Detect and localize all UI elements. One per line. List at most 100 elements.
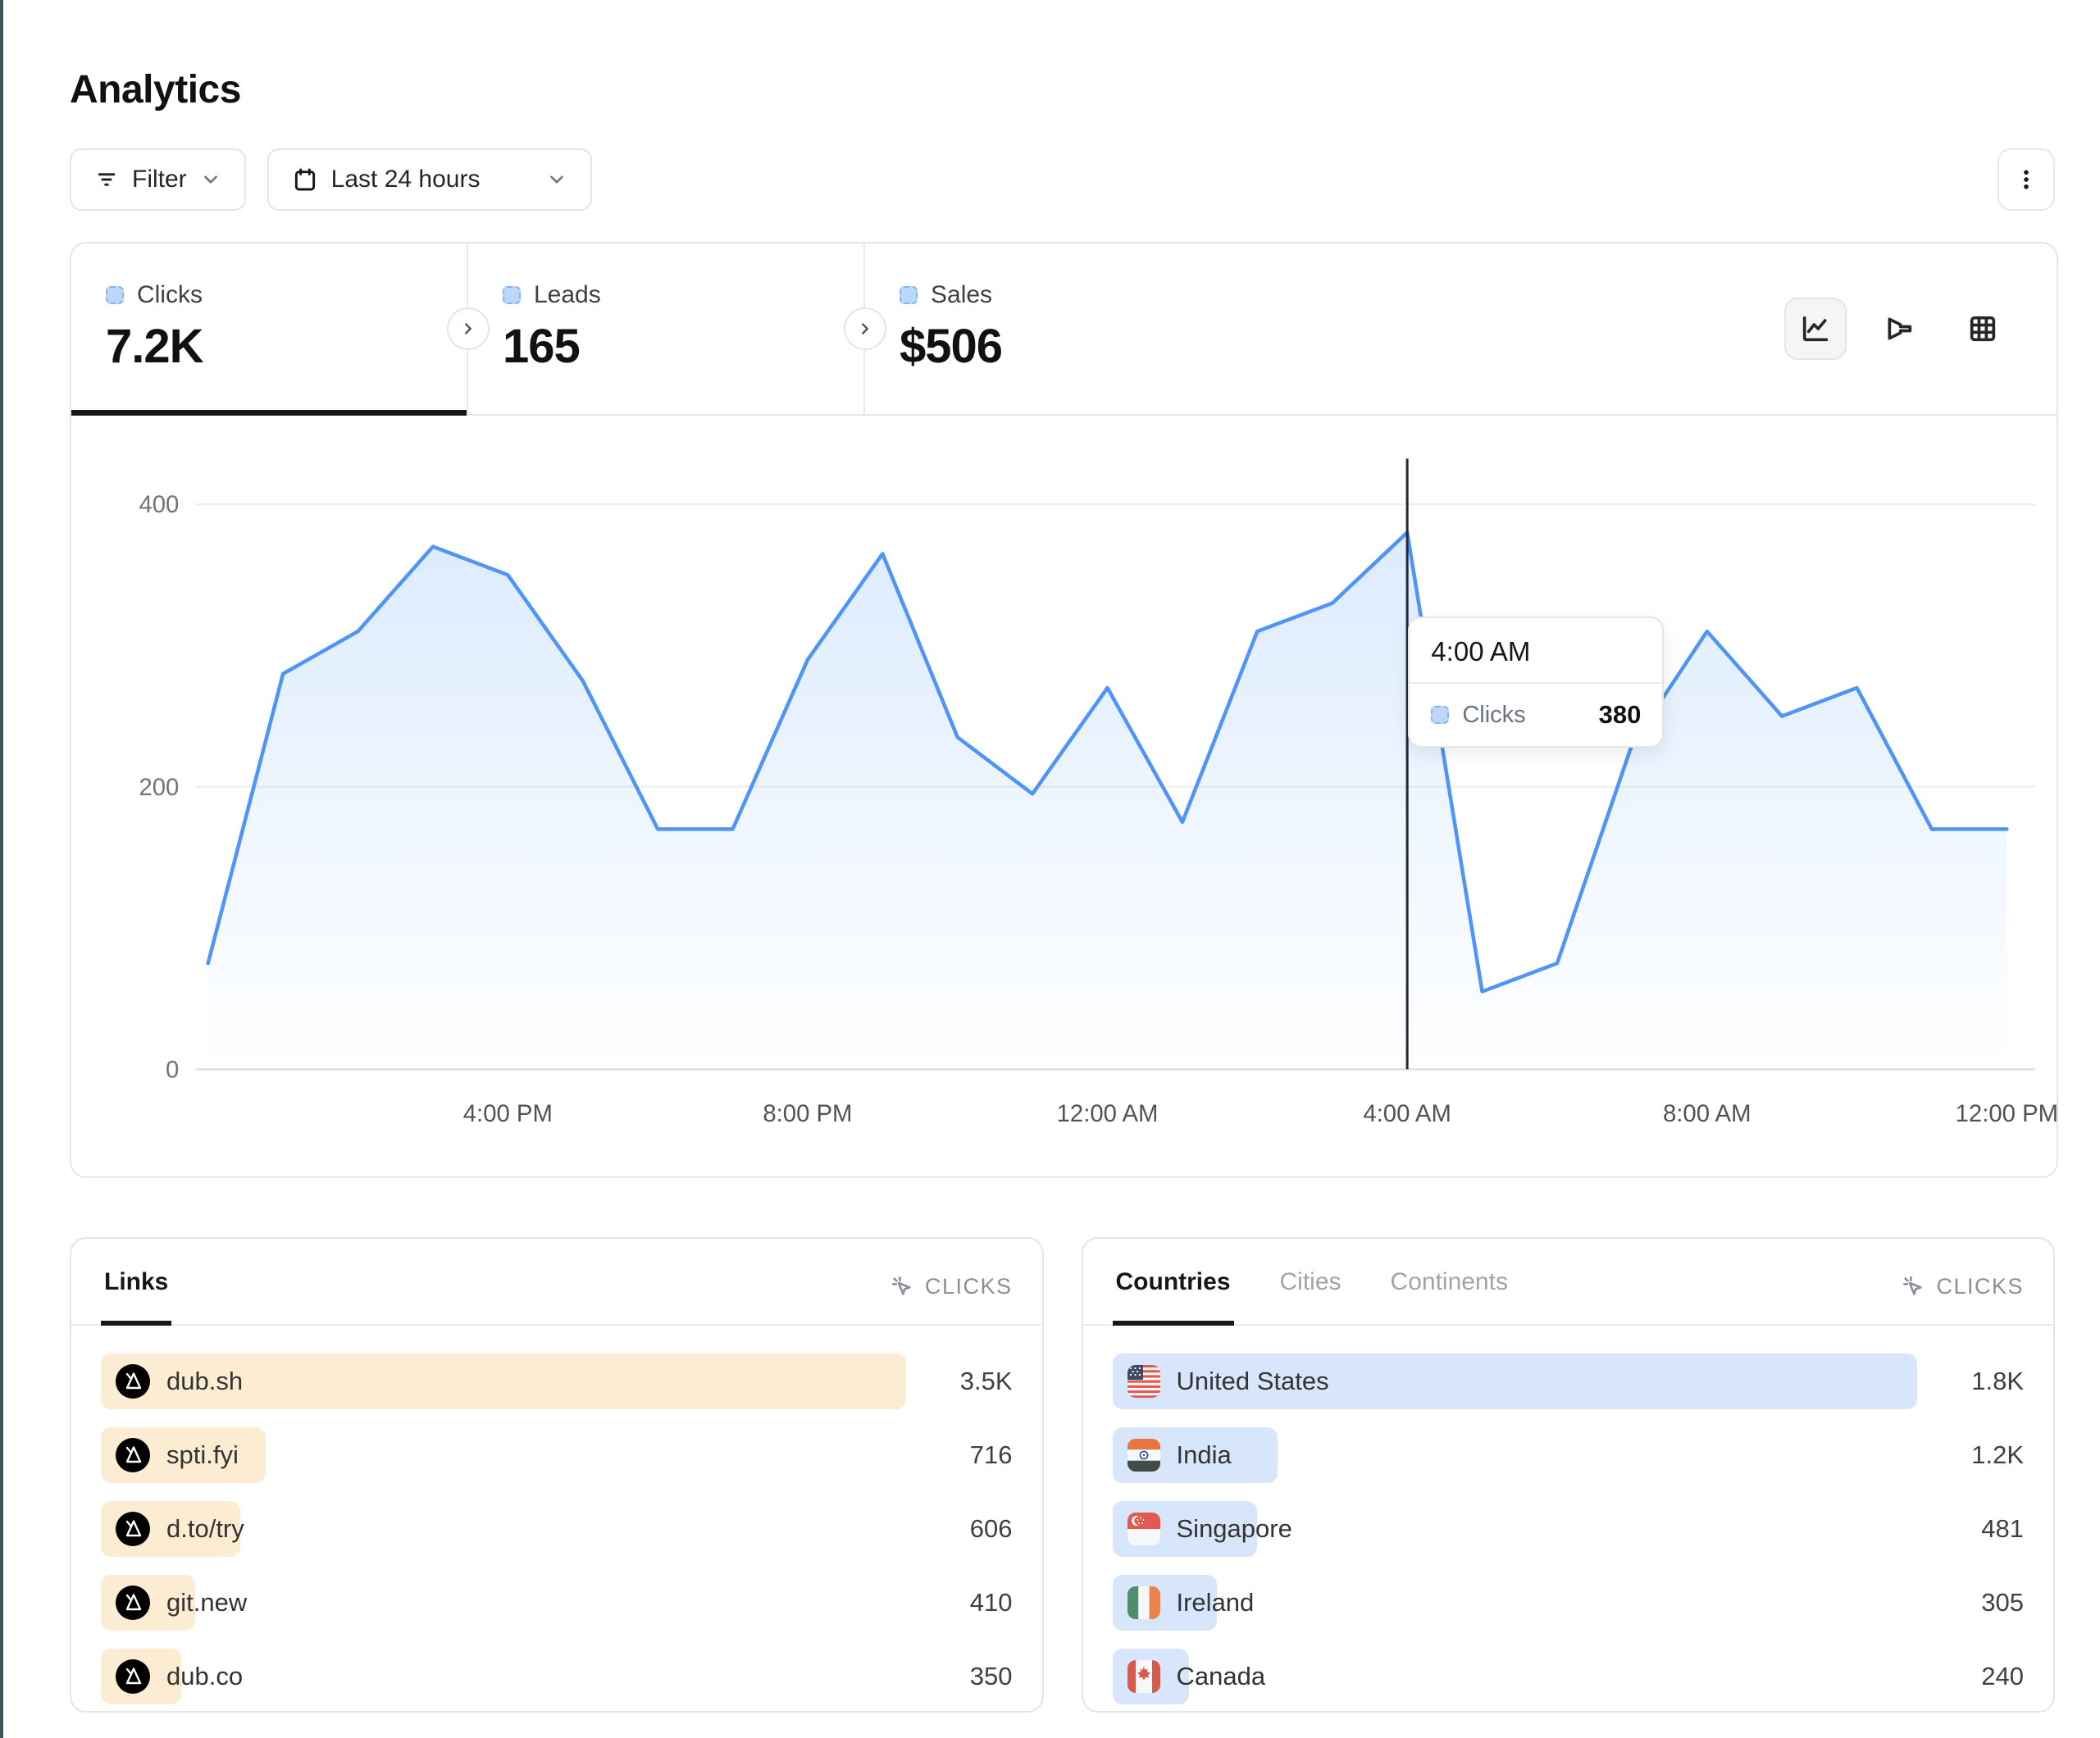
row-label: Ireland — [1176, 1588, 1255, 1617]
svg-text:8:00 AM: 8:00 AM — [1663, 1100, 1751, 1127]
value-bar — [101, 1354, 906, 1409]
clicks-legend-chip — [1431, 706, 1450, 724]
more-options-button[interactable] — [1998, 148, 2055, 211]
list-item[interactable]: Singapore 481 — [1112, 1501, 2024, 1557]
flag-in-icon — [1127, 1439, 1160, 1472]
expand-clicks-button[interactable] — [447, 307, 490, 350]
kebab-icon — [2014, 166, 2039, 193]
page-title: Analytics — [70, 68, 241, 111]
table-grid-icon — [1970, 316, 1996, 342]
clicks-metric-badge[interactable]: CLICKS — [889, 1273, 1013, 1324]
stat-label: Clicks — [137, 281, 203, 308]
expand-leads-button[interactable] — [844, 307, 886, 350]
row-label: Singapore — [1176, 1514, 1292, 1543]
svg-text:4:00 AM: 4:00 AM — [1363, 1100, 1451, 1127]
analytics-card: Clicks 7.2K Leads 165 — [70, 242, 2058, 1178]
clicks-time-series-chart[interactable]: 0 200 400 4:00 PM 8:00 PM 12:00 AM 4:00 AM 8:00… — [71, 416, 2057, 1176]
bar-track — [1112, 1354, 1917, 1409]
chart-tooltip: 4:00 AM Clicks 380 — [1408, 616, 1665, 748]
dub-logo-icon — [116, 1364, 150, 1399]
list-item[interactable]: git.new 410 — [101, 1575, 1013, 1631]
table-view-button[interactable] — [1952, 298, 2014, 360]
row-value: 716 — [969, 1440, 1013, 1469]
row-label: Canada — [1176, 1662, 1266, 1690]
line-chart-view-button[interactable] — [1784, 298, 1847, 360]
svg-text:8:00 PM: 8:00 PM — [763, 1100, 852, 1127]
svg-text:0: 0 — [166, 1056, 179, 1083]
filter-button-label: Filter — [132, 166, 187, 193]
tab-sales[interactable]: Sales $506 — [865, 243, 1260, 414]
svg-text:12:00 AM: 12:00 AM — [1057, 1100, 1159, 1127]
stat-label: Leads — [534, 281, 601, 308]
funnel-view-button[interactable] — [1868, 298, 1930, 360]
chevron-down-icon — [200, 169, 221, 190]
filter-button[interactable]: Filter — [70, 148, 246, 211]
svg-text:4:00 PM: 4:00 PM — [463, 1100, 553, 1127]
list-item[interactable]: Ireland 305 — [1112, 1575, 2024, 1631]
tab-links[interactable]: Links — [101, 1268, 172, 1326]
filter-icon — [94, 167, 119, 192]
list-item[interactable]: Canada 240 — [1112, 1649, 2024, 1704]
row-label: d.to/try — [166, 1514, 244, 1543]
tab-cities[interactable]: Cities — [1279, 1268, 1342, 1295]
row-value: 481 — [1981, 1514, 2024, 1543]
bar-track — [101, 1354, 906, 1409]
tab-continents[interactable]: Continents — [1390, 1268, 1508, 1295]
stats-header: Clicks 7.2K Leads 165 — [71, 243, 2057, 416]
leads-legend-chip — [503, 286, 521, 304]
stat-value: 7.2K — [106, 320, 204, 373]
tab-countries[interactable]: Countries — [1112, 1268, 1234, 1326]
links-panel-header: Links CLICKS — [71, 1239, 1042, 1326]
line-chart-icon — [1802, 316, 1829, 342]
row-label: dub.sh — [166, 1367, 244, 1395]
tooltip-series-label: Clicks — [1462, 701, 1526, 728]
stat-divider — [447, 243, 490, 414]
flag-us-icon — [1127, 1365, 1160, 1398]
dub-logo-icon — [116, 1586, 150, 1620]
stat-value: $506 — [900, 320, 1003, 373]
row-value: 240 — [1981, 1662, 2024, 1690]
tooltip-time: 4:00 AM — [1410, 618, 1663, 684]
clicks-legend-chip — [106, 286, 124, 304]
flag-ie-icon — [1127, 1586, 1160, 1619]
cursor-click-icon — [891, 1276, 911, 1295]
links-list: dub.sh 3.5K spti.fyi 716 d.to/try 606 git.new 4… — [71, 1326, 1042, 1704]
value-bar — [1112, 1354, 1917, 1409]
bar-track — [1112, 1427, 1918, 1483]
list-item[interactable]: dub.co 350 — [101, 1649, 1013, 1704]
row-value: 606 — [969, 1514, 1013, 1543]
tab-leads[interactable]: Leads 165 — [468, 243, 863, 414]
flag-ca-icon — [1127, 1660, 1160, 1693]
tab-clicks[interactable]: Clicks 7.2K — [71, 243, 467, 416]
flag-sg-icon — [1127, 1513, 1160, 1545]
row-value: 305 — [1981, 1588, 2024, 1617]
svg-text:400: 400 — [139, 491, 179, 518]
chart-type-switcher — [1784, 298, 2014, 360]
row-value: 1.8K — [1971, 1367, 2024, 1395]
countries-panel: Countries Cities Continents CLICKS Unite… — [1081, 1237, 2055, 1713]
row-value: 350 — [969, 1662, 1013, 1690]
list-item[interactable]: India 1.2K — [1112, 1427, 2024, 1483]
list-item[interactable]: d.to/try 606 — [101, 1501, 1013, 1557]
row-label: dub.co — [166, 1662, 244, 1690]
stat-value: 165 — [503, 320, 581, 373]
stat-divider — [844, 243, 886, 414]
countries-list: United States 1.8K India 1.2K Singapore 481 Ir… — [1083, 1326, 2054, 1704]
row-label: India — [1176, 1440, 1232, 1469]
svg-text:200: 200 — [139, 774, 179, 801]
list-item[interactable]: United States 1.8K — [1112, 1354, 2024, 1409]
tooltip-value: 380 — [1598, 700, 1642, 729]
row-label: spti.fyi — [166, 1440, 239, 1469]
list-item[interactable]: spti.fyi 716 — [101, 1427, 1013, 1483]
chevron-down-icon — [546, 169, 567, 190]
links-panel: Links CLICKS dub.sh 3.5K spti.fyi 716 d.to/t… — [70, 1237, 1044, 1713]
row-label: United States — [1176, 1367, 1329, 1395]
funnel-icon — [1888, 317, 1912, 340]
area-chart: 0 200 400 4:00 PM 8:00 PM 12:00 AM 4:00 AM 8:00… — [139, 458, 2057, 1127]
list-item[interactable]: dub.sh 3.5K — [101, 1354, 1013, 1409]
countries-panel-header: Countries Cities Continents CLICKS — [1082, 1239, 2053, 1326]
clicks-metric-badge[interactable]: CLICKS — [1900, 1273, 2024, 1324]
date-range-button[interactable]: Last 24 hours — [266, 148, 592, 211]
toolbar: Filter Last 24 hours — [70, 148, 2055, 211]
sales-legend-chip — [900, 286, 918, 304]
